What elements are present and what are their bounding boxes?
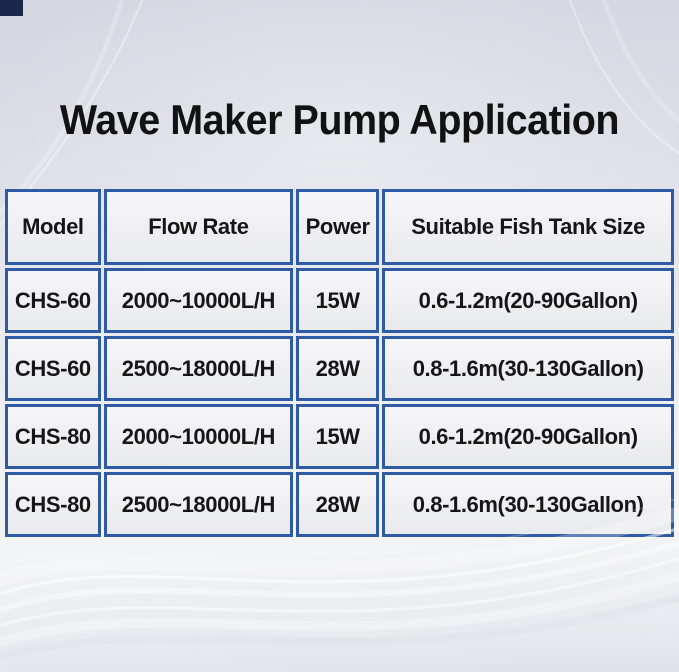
spec-table: Model Flow Rate Power Suitable Fish Tank… — [2, 186, 677, 540]
col-header-tank-size: Suitable Fish Tank Size — [382, 189, 674, 265]
cell-power: 28W — [296, 472, 380, 537]
cell-flow-rate: 2500~18000L/H — [103, 472, 294, 537]
col-header-model: Model — [5, 189, 101, 265]
cell-tank-size: 0.8-1.6m(30-130Gallon) — [382, 472, 674, 537]
table-row: CHS-80 2000~10000L/H 15W 0.6-1.2m(20-90G… — [5, 404, 674, 469]
cell-model: CHS-80 — [5, 472, 101, 537]
cell-tank-size: 0.6-1.2m(20-90Gallon) — [382, 404, 674, 469]
cell-flow-rate: 2500~18000L/H — [103, 336, 294, 401]
table-header-row: Model Flow Rate Power Suitable Fish Tank… — [5, 189, 674, 265]
page-title: Wave Maker Pump Application — [59, 96, 620, 143]
table-row: CHS-60 2000~10000L/H 15W 0.6-1.2m(20-90G… — [5, 268, 674, 333]
cell-model: CHS-80 — [5, 404, 101, 469]
col-header-flow-rate: Flow Rate — [103, 189, 294, 265]
cell-flow-rate: 2000~10000L/H — [103, 268, 294, 333]
cell-power: 15W — [296, 404, 380, 469]
table-row: CHS-80 2500~18000L/H 28W 0.8-1.6m(30-130… — [5, 472, 674, 537]
cell-model: CHS-60 — [5, 268, 101, 333]
cell-model: CHS-60 — [5, 336, 101, 401]
table-row: CHS-60 2500~18000L/H 28W 0.8-1.6m(30-130… — [5, 336, 674, 401]
cell-power: 15W — [296, 268, 380, 333]
corner-accent — [0, 0, 23, 16]
cell-flow-rate: 2000~10000L/H — [103, 404, 294, 469]
cell-power: 28W — [296, 336, 380, 401]
cell-tank-size: 0.6-1.2m(20-90Gallon) — [382, 268, 674, 333]
col-header-power: Power — [296, 189, 380, 265]
cell-tank-size: 0.8-1.6m(30-130Gallon) — [382, 336, 674, 401]
